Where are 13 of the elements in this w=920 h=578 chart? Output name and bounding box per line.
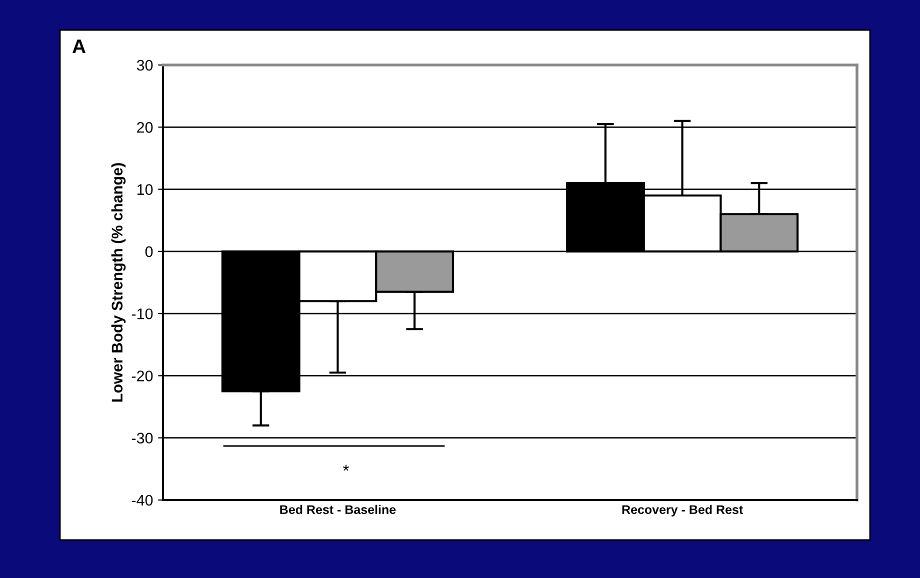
y-axis-title: Lower Body Strength (% change) bbox=[111, 163, 126, 402]
y-tick-label: -20 bbox=[132, 370, 153, 382]
y-tick-label: 0 bbox=[145, 246, 153, 258]
y-tick-label: -40 bbox=[132, 494, 153, 506]
x-tick-label: Bed Rest - Baseline bbox=[280, 504, 396, 514]
y-tick-label: -10 bbox=[132, 308, 153, 320]
text: A bbox=[72, 40, 86, 54]
y-tick-label: 10 bbox=[137, 184, 153, 195]
x-tick-label: Recovery - Bed Rest bbox=[622, 504, 743, 517]
y-tick-label: 30 bbox=[136, 60, 153, 71]
y-tick-label: -30 bbox=[132, 432, 153, 444]
annotation: * bbox=[343, 464, 349, 471]
y-tick-label: 20 bbox=[137, 122, 153, 133]
